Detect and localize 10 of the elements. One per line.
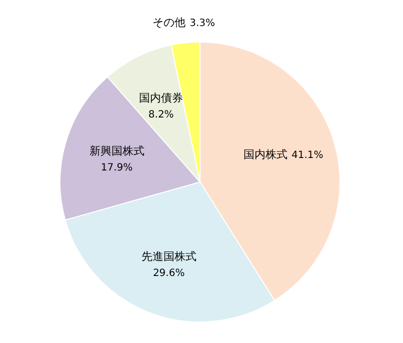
data-label: 3.3% bbox=[190, 18, 215, 30]
slice-label: 国内債券 bbox=[139, 91, 184, 104]
data-label: 17.9% bbox=[100, 162, 133, 174]
slice-label: 新興国株式 bbox=[89, 144, 144, 158]
slice-label: 国内株式 bbox=[244, 148, 288, 161]
data-label: 41.1% bbox=[292, 150, 324, 161]
data-label: 8.2% bbox=[148, 109, 174, 120]
data-label: 29.6% bbox=[152, 268, 185, 280]
slice-label: その他 bbox=[152, 16, 186, 30]
slice-label: 先進国株式 bbox=[141, 250, 196, 264]
